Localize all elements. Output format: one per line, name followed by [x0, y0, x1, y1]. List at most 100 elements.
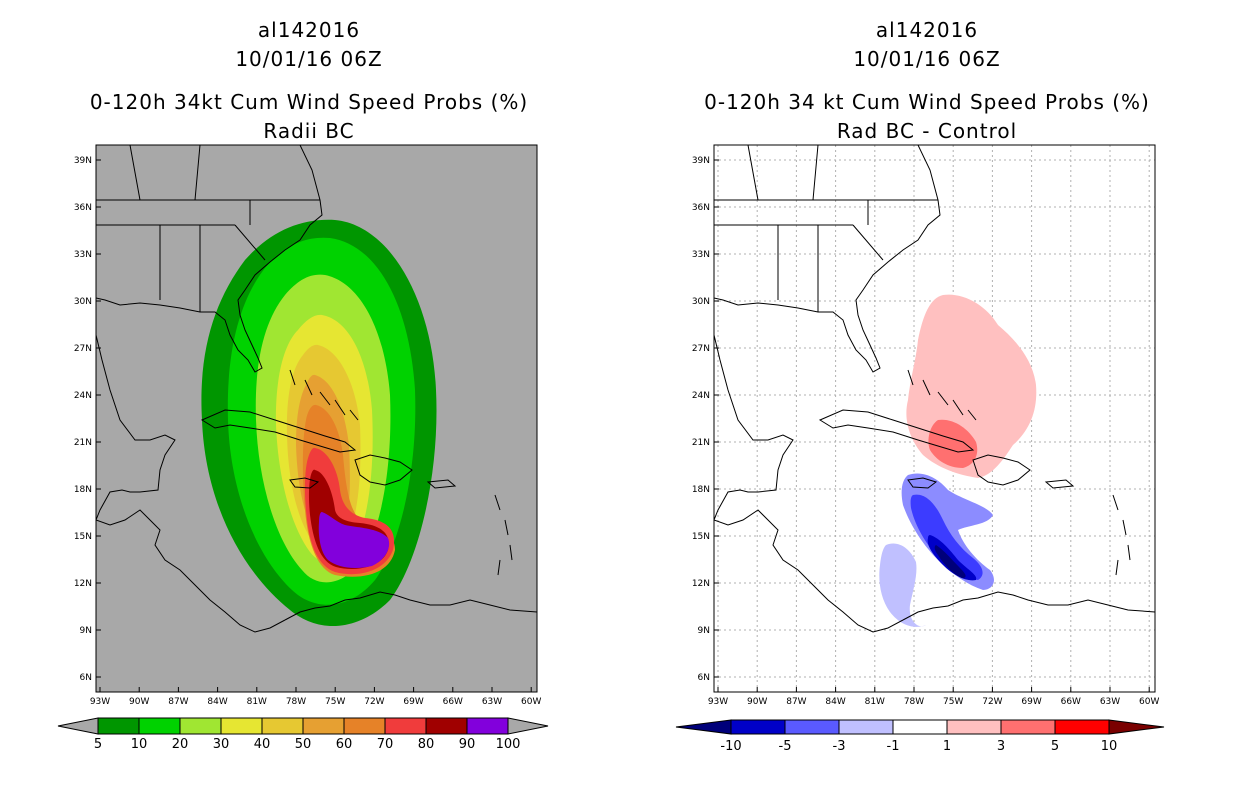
lat-tick-label: 6N — [80, 673, 92, 683]
colorbar-swatch — [384, 717, 427, 735]
colorbar-label: 80 — [418, 737, 435, 752]
colorbar-label: 100 — [496, 737, 521, 752]
jamaica — [289, 477, 320, 489]
left-colorbar: 5 10 20 30 40 50 60 70 80 90 100 — [57, 717, 549, 752]
right-lat-ticks: 39N 36N 33N 30N 27N 24N 21N 18N 15N 12N 9N 6N — [692, 156, 719, 683]
left-map-frame — [95, 144, 538, 693]
negative-diff-max — [934, 545, 966, 578]
left-lat-ticks: 39N 36N 33N 30N 27N 24N 21N 18N 15N 12N 9N 6N — [74, 156, 101, 683]
colorbar-label: -5 — [779, 739, 792, 754]
colorbar-swatch — [838, 719, 894, 735]
colorbar-swatch — [343, 717, 386, 735]
lat-tick-label: 36N — [74, 203, 92, 213]
gulf-mexico-coast — [714, 300, 794, 521]
us-east-coast — [714, 145, 941, 373]
lon-tick-label: 78W — [286, 697, 306, 707]
us-east-coast — [96, 145, 323, 373]
colorbar-swatch — [946, 719, 1002, 735]
lon-tick-label: 87W — [168, 697, 188, 707]
lat-tick-label: 6N — [698, 673, 710, 683]
lon-tick-label: 81W — [247, 697, 267, 707]
south-america-coast — [902, 591, 1155, 621]
colorbar-swatch — [220, 717, 263, 735]
colorbar-right-arrow — [507, 717, 549, 735]
central-america — [714, 509, 904, 633]
lesser-antilles — [1112, 494, 1131, 576]
lesser-antilles — [494, 494, 513, 576]
left-map-panel: al142016 10/01/16 06Z 0-120h 34kt Cum Wi… — [57, 18, 549, 752]
right-gridlines — [714, 145, 1155, 692]
lat-tick-label: 21N — [74, 438, 92, 448]
lat-tick-label: 33N — [692, 250, 710, 260]
colorbar-swatch — [302, 717, 345, 735]
colorbar-label: 70 — [377, 737, 394, 752]
south-america-coast — [284, 591, 537, 621]
lat-tick-label: 36N — [692, 203, 710, 213]
lon-tick-label: 93W — [90, 697, 110, 707]
lon-tick-label: 69W — [403, 697, 423, 707]
us-state-borders — [714, 145, 938, 312]
right-datetime: 10/01/16 06Z — [853, 47, 1001, 71]
lon-tick-label: 78W — [904, 697, 924, 707]
lat-tick-label: 9N — [80, 626, 92, 636]
lon-tick-label: 75W — [325, 697, 345, 707]
lat-tick-label: 30N — [692, 297, 710, 307]
colorbar-swatch — [425, 717, 468, 735]
left-title: 0-120h 34kt Cum Wind Speed Probs (%) — [89, 90, 529, 114]
colorbar-swatch — [892, 719, 948, 735]
colorbar-label: 20 — [172, 737, 189, 752]
right-difference-contours — [879, 294, 1037, 627]
left-storm-id: al142016 — [257, 18, 361, 42]
lon-tick-label: 66W — [443, 697, 463, 707]
lon-tick-label: 84W — [207, 697, 227, 707]
lon-tick-label: 60W — [521, 697, 541, 707]
colorbar-label: 30 — [213, 737, 230, 752]
lat-tick-label: 27N — [692, 344, 710, 354]
colorbar-swatch — [466, 717, 509, 735]
colorbar-swatch — [97, 717, 140, 735]
lat-tick-label: 27N — [74, 344, 92, 354]
lat-tick-label: 18N — [692, 485, 710, 495]
lon-tick-label: 63W — [482, 697, 502, 707]
lon-tick-label: 72W — [982, 697, 1002, 707]
lon-tick-label: 75W — [943, 697, 963, 707]
colorbar-swatch — [730, 719, 786, 735]
lat-tick-label: 21N — [692, 438, 710, 448]
colorbar-swatch — [1000, 719, 1056, 735]
positive-diff-3 — [928, 419, 978, 468]
lat-tick-label: 15N — [692, 532, 710, 542]
puerto-rico — [1044, 479, 1075, 489]
colorbar-left-arrow — [57, 717, 99, 735]
right-map-svg: 93W 90W 87W 84W 81W 78W 75W 72W 69W 66W 63W 60W 39N… — [675, 144, 1165, 754]
jamaica — [907, 477, 938, 489]
lon-tick-label: 66W — [1061, 697, 1081, 707]
colorbar-label: -1 — [887, 739, 900, 754]
right-map-frame — [713, 144, 1156, 693]
lon-tick-label: 63W — [1100, 697, 1120, 707]
cuba — [200, 409, 357, 453]
contour-90 — [318, 512, 390, 568]
lat-tick-label: 12N — [692, 579, 710, 589]
hispaniola — [972, 454, 1031, 486]
lat-tick-label: 9N — [698, 626, 710, 636]
colorbar-swatch — [179, 717, 222, 735]
lon-tick-label: 90W — [747, 697, 767, 707]
lon-tick-label: 93W — [708, 697, 728, 707]
colorbar-label: -3 — [833, 739, 846, 754]
right-lon-ticks: 93W 90W 87W 84W 81W 78W 75W 72W 69W 66W 63W 60W — [708, 687, 1159, 707]
bahamas — [289, 369, 359, 421]
lon-tick-label: 90W — [129, 697, 149, 707]
right-coastlines — [714, 145, 1155, 633]
lon-tick-label: 84W — [825, 697, 845, 707]
lon-tick-label: 69W — [1021, 697, 1041, 707]
left-coastlines — [96, 145, 537, 633]
colorbar-label: 5 — [94, 737, 102, 752]
negative-diff-1 — [879, 543, 926, 627]
colorbar-label: 3 — [997, 739, 1005, 754]
us-state-borders — [96, 145, 320, 312]
cuba — [818, 409, 975, 453]
left-lon-ticks: 93W 90W 87W 84W 81W 78W 75W 72W 69W 66W 63W 60W — [90, 687, 541, 707]
lon-tick-label: 87W — [786, 697, 806, 707]
lon-tick-label: 60W — [1139, 697, 1159, 707]
colorbar-label: 1 — [943, 739, 951, 754]
